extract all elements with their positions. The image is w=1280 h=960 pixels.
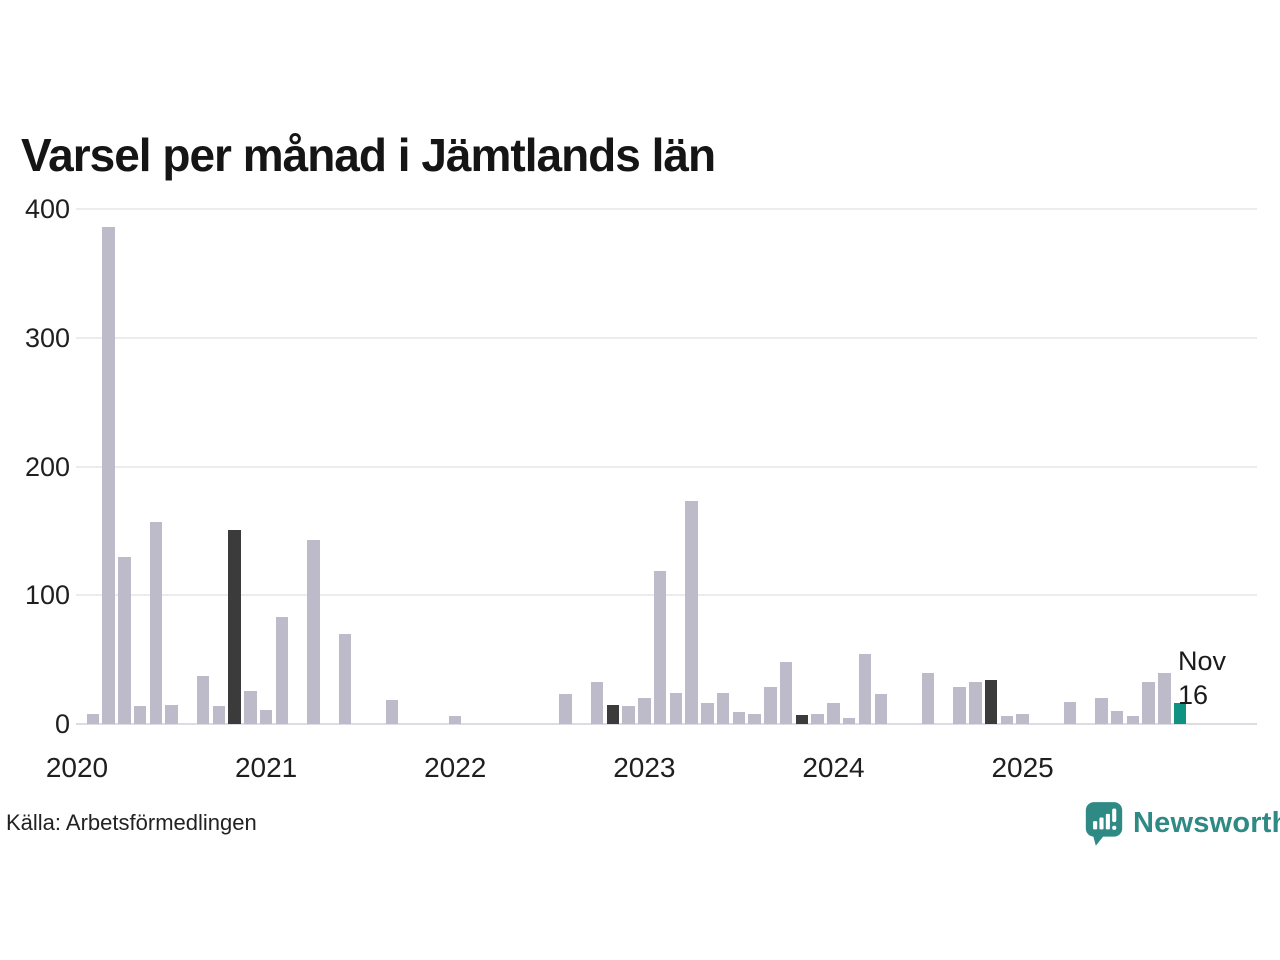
- bar-2023-07: [732, 712, 746, 724]
- bar-2020-07: [165, 704, 178, 724]
- gridline-y200: [76, 465, 1257, 468]
- bar-2023-05: [701, 703, 714, 724]
- chart-title: Varsel per månad i Jämtlands län: [21, 129, 716, 181]
- bar-2025-10: [1158, 672, 1171, 724]
- annotation-value: 16: [1178, 680, 1209, 710]
- bar-2020-04: [118, 556, 131, 724]
- y-axis-label-0: 0: [54, 709, 70, 739]
- bar-2020-03: [102, 227, 115, 724]
- bar-2024-11: [984, 680, 998, 724]
- gridline-y100: [76, 594, 1257, 597]
- bar-2024-03: [858, 654, 872, 724]
- bar-2024-12: [1000, 716, 1014, 724]
- newsworthy-bubble-icon: [1084, 800, 1124, 846]
- gridline-y400: [76, 208, 1257, 210]
- y-axis-label-400: 400: [24, 194, 70, 224]
- bar-2024-02: [842, 717, 856, 724]
- annotation-month: Nov: [1178, 646, 1227, 676]
- bar-2023-01: [638, 698, 651, 724]
- bar-2021-02: [275, 617, 289, 724]
- bar-2020-12: [244, 690, 257, 724]
- bar-2024-07: [921, 672, 935, 724]
- y-axis-label-200: 200: [24, 451, 70, 482]
- bar-2024-09: [953, 686, 966, 724]
- bar-2020-05: [133, 705, 147, 724]
- bar-2021-09: [385, 699, 399, 724]
- newsworthy-wordmark: Newsworthy: [1133, 806, 1280, 839]
- bar-2021-01: [259, 709, 273, 724]
- bar-2024-04: [874, 694, 887, 724]
- bar-2022-01: [448, 716, 462, 724]
- bar-2025-04: [1063, 702, 1077, 724]
- bar-2023-04: [685, 501, 698, 724]
- bar-2023-09: [764, 686, 777, 724]
- x-axis-label-2020: 2020: [45, 752, 109, 783]
- bar-2020-06: [149, 521, 163, 724]
- gridline-y0: [76, 723, 1257, 725]
- bar-2025-06: [1095, 698, 1108, 724]
- bar-2022-11: [606, 704, 620, 724]
- bar-2023-12: [811, 713, 824, 724]
- bar-2023-08: [748, 713, 761, 724]
- bar-2025-01: [1016, 713, 1029, 724]
- bar-2020-10: [212, 705, 226, 724]
- bar-2022-12: [622, 705, 635, 724]
- bar-2024-01: [827, 703, 840, 724]
- bar-2023-06: [716, 693, 730, 724]
- source-note: Källa: Arbetsförmedlingen: [6, 810, 257, 835]
- x-axis-label-2024: 2024: [802, 752, 865, 783]
- y-axis-label-100: 100: [24, 580, 70, 611]
- bar-2020-09: [196, 676, 210, 724]
- bar-2021-06: [338, 633, 352, 724]
- bar-2025-07: [1110, 711, 1124, 724]
- bar-2023-10: [779, 662, 793, 724]
- newsworthy-logo: Newsworthy: [1084, 800, 1280, 846]
- x-axis-label-2025: 2025: [991, 752, 1054, 783]
- x-axis-label-2023: 2023: [613, 752, 676, 783]
- bar-2023-11: [795, 714, 809, 724]
- y-axis-label-300: 300: [24, 322, 70, 353]
- bar-2025-09: [1142, 681, 1155, 724]
- x-axis-label-2021: 2021: [234, 752, 298, 783]
- bar-2020-11: [228, 529, 241, 724]
- bar-2024-10: [969, 681, 982, 724]
- current-month-annotation: Nov 16: [1178, 644, 1226, 712]
- bar-2025-11: [1173, 703, 1187, 724]
- gridline-y300: [76, 336, 1257, 339]
- bar-2022-08: [559, 694, 572, 724]
- bar-2021-04: [307, 539, 320, 724]
- bar-2023-02: [653, 570, 667, 724]
- bar-2022-10: [590, 681, 604, 724]
- bar-2020-02: [86, 713, 99, 724]
- bar-2023-03: [669, 693, 683, 724]
- bar-2025-08: [1126, 716, 1140, 724]
- x-axis-label-2022: 2022: [424, 752, 487, 783]
